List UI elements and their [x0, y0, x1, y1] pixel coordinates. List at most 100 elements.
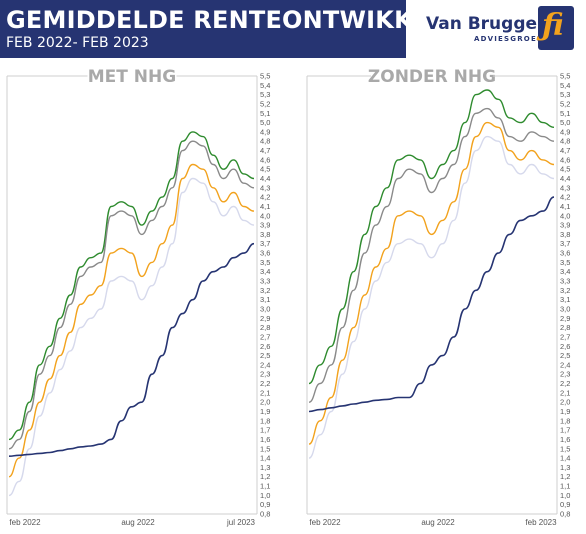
y-tick-label: 1,9 [560, 407, 570, 416]
y-tick-label: 3,4 [260, 267, 270, 276]
y-tick-label: 2,6 [260, 342, 270, 351]
series-line-5 [308, 196, 555, 413]
y-tick-label: 1,2 [560, 472, 570, 481]
y-tick-label: 2,8 [260, 323, 270, 332]
y-tick-label: 0,8 [260, 510, 270, 519]
y-tick-label: 2,8 [560, 323, 570, 332]
y-tick-label: 3,6 [260, 249, 270, 258]
y-tick-label: 4,4 [260, 174, 270, 183]
y-tick-label: 1,3 [260, 463, 270, 472]
x-tick-label: feb 2022 [9, 518, 41, 527]
page-subtitle: FEB 2022- FEB 2023 [6, 35, 149, 51]
y-tick-label: 4,7 [260, 146, 270, 155]
y-tick-label: 3,2 [560, 286, 570, 295]
brand-logo: Van Bruggen ADVIESGROEP ƒi [420, 6, 580, 54]
y-tick-label: 1,4 [560, 454, 570, 463]
x-tick-label: feb 2022 [309, 518, 341, 527]
y-tick-label: 4,9 [260, 127, 270, 136]
y-tick-label: 2,6 [560, 342, 570, 351]
y-tick-label: 1,1 [260, 482, 270, 491]
y-tick-label: 4,6 [560, 155, 570, 164]
y-tick-label: 3,1 [560, 295, 570, 304]
header-banner: GEMIDDELDE RENTEONTWIKKELING FEB 2022- F… [0, 0, 494, 58]
y-tick-label: 5,4 [260, 81, 270, 90]
series-line-1 [8, 131, 255, 441]
y-tick-label: 4,3 [260, 183, 270, 192]
y-tick-label: 5,5 [260, 72, 270, 81]
y-tick-label: 3,8 [260, 230, 270, 239]
y-tick-label: 1,5 [560, 444, 570, 453]
y-tick-label: 5,2 [560, 99, 570, 108]
y-tick-label: 5,5 [560, 72, 570, 81]
y-tick-label: 4,8 [260, 137, 270, 146]
y-tick-label: 1,2 [260, 472, 270, 481]
brand-name: Van Bruggen [426, 14, 550, 34]
y-tick-label: 4,3 [560, 183, 570, 192]
y-tick-label: 5,3 [260, 90, 270, 99]
y-tick-label: 3,9 [560, 221, 570, 230]
y-tick-label: 5,1 [560, 109, 570, 118]
y-tick-label: 2,1 [560, 388, 570, 397]
series-line-3 [308, 121, 555, 445]
y-tick-label: 0,9 [560, 500, 570, 509]
y-tick-label: 4,4 [560, 174, 570, 183]
series-line-2 [8, 140, 255, 450]
series-line-3 [8, 163, 255, 478]
chart-zonder-nhg: 0,80,91,01,11,21,31,41,51,61,71,81,92,02… [306, 67, 570, 527]
y-tick-label: 4,5 [260, 165, 270, 174]
y-tick-label: 1,7 [260, 426, 270, 435]
y-tick-label: 3,8 [560, 230, 570, 239]
y-tick-label: 2,5 [560, 351, 570, 360]
y-tick-label: 4,2 [560, 193, 570, 202]
y-tick-label: 3,0 [560, 304, 570, 313]
y-tick-label: 1,0 [560, 491, 570, 500]
y-tick-label: 4,1 [260, 202, 270, 211]
y-tick-label: 5,3 [560, 90, 570, 99]
y-tick-label: 0,9 [260, 500, 270, 509]
y-tick-label: 3,0 [260, 304, 270, 313]
series-line-4 [8, 177, 255, 497]
y-tick-label: 0,8 [560, 510, 570, 519]
y-tick-label: 3,2 [260, 286, 270, 295]
y-tick-label: 4,0 [260, 211, 270, 220]
y-tick-label: 2,1 [260, 388, 270, 397]
y-tick-label: 3,3 [260, 277, 270, 286]
series-line-4 [308, 135, 555, 459]
series-line-5 [8, 242, 255, 457]
y-tick-label: 2,5 [260, 351, 270, 360]
y-tick-label: 2,7 [260, 332, 270, 341]
y-tick-label: 3,5 [560, 258, 570, 267]
y-tick-label: 3,7 [560, 239, 570, 248]
chart-met-nhg: 0,80,91,01,11,21,31,41,51,61,71,81,92,02… [6, 67, 270, 527]
y-tick-label: 3,6 [560, 249, 570, 258]
y-tick-label: 4,0 [560, 211, 570, 220]
y-tick-label: 1,3 [560, 463, 570, 472]
page-title: GEMIDDELDE RENTEONTWIKKELING [6, 6, 495, 34]
y-tick-label: 2,9 [560, 314, 570, 323]
y-tick-label: 1,6 [260, 435, 270, 444]
y-tick-label: 1,5 [260, 444, 270, 453]
y-tick-label: 3,3 [560, 277, 570, 286]
chart-title: MET NHG [88, 67, 176, 87]
y-tick-label: 2,2 [560, 379, 570, 388]
y-tick-label: 2,0 [560, 398, 570, 407]
x-tick-label: aug 2022 [121, 518, 155, 527]
y-tick-label: 2,4 [260, 360, 270, 369]
y-tick-label: 4,2 [260, 193, 270, 202]
y-tick-label: 4,5 [560, 165, 570, 174]
y-tick-label: 5,1 [260, 109, 270, 118]
y-tick-label: 1,7 [560, 426, 570, 435]
series-line-2 [308, 107, 555, 403]
y-tick-label: 5,4 [560, 81, 570, 90]
y-tick-label: 3,4 [560, 267, 570, 276]
y-tick-label: 1,0 [260, 491, 270, 500]
y-tick-label: 3,1 [260, 295, 270, 304]
y-tick-label: 4,8 [560, 137, 570, 146]
y-tick-label: 2,3 [560, 370, 570, 379]
y-tick-label: 2,2 [260, 379, 270, 388]
y-tick-label: 4,9 [560, 127, 570, 136]
y-tick-label: 4,7 [560, 146, 570, 155]
y-tick-label: 1,4 [260, 454, 270, 463]
y-tick-label: 3,5 [260, 258, 270, 267]
